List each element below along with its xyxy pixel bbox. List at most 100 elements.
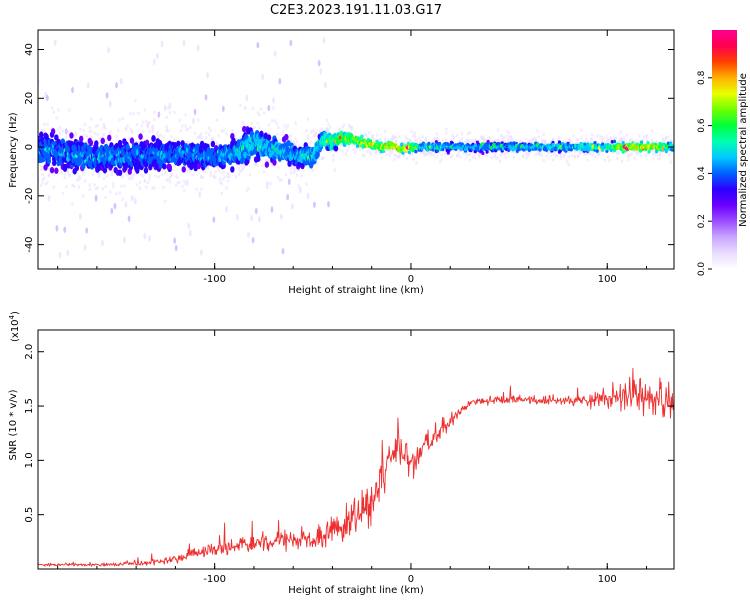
spectrogram-cell bbox=[115, 134, 118, 138]
spectrogram-cell bbox=[506, 151, 509, 155]
spectrogram-cell bbox=[421, 135, 424, 139]
spectrogram-cell bbox=[192, 173, 195, 177]
spectrogram-cell bbox=[109, 130, 112, 134]
spectrogram-cell bbox=[251, 237, 255, 244]
spectrogram-cell bbox=[666, 135, 669, 139]
spectrogram-cell bbox=[586, 152, 589, 156]
spectrogram-cell bbox=[413, 135, 417, 139]
spectrogram-cell bbox=[463, 140, 467, 144]
spectrogram-cell bbox=[526, 141, 530, 145]
spectrogram-cell bbox=[503, 139, 506, 143]
spectrogram-cell bbox=[65, 185, 68, 189]
spectrogram-cell bbox=[283, 124, 286, 128]
spectrogram-cell bbox=[50, 126, 54, 130]
spectrogram-cell bbox=[492, 140, 495, 144]
spectrogram-cell bbox=[184, 113, 187, 117]
spectrogram-cell bbox=[39, 164, 43, 168]
spectrogram-cell bbox=[445, 138, 448, 142]
spectrogram-cell bbox=[90, 117, 93, 121]
spectrogram-cell bbox=[207, 164, 211, 168]
spectrogram-cell bbox=[267, 104, 271, 112]
spectrogram-cell bbox=[569, 140, 572, 144]
snr-series-line bbox=[37, 367, 675, 567]
spectrogram-cell bbox=[465, 154, 468, 158]
spectrogram-cell bbox=[621, 140, 625, 145]
spectrogram-cell bbox=[369, 151, 373, 155]
spectrogram-cell bbox=[305, 182, 308, 186]
spectrogram-cell bbox=[71, 86, 74, 94]
spectrogram-cell bbox=[548, 150, 552, 154]
snr-frame bbox=[37, 329, 675, 570]
spectrogram-cell bbox=[413, 131, 417, 135]
y-tick-label: 1.5 bbox=[24, 398, 35, 414]
spectrogram-cell bbox=[153, 117, 156, 121]
spectrogram-cell bbox=[82, 129, 85, 133]
spectrogram-cell bbox=[638, 134, 641, 138]
spectrogram-cell bbox=[124, 126, 128, 130]
spectrogram-cell bbox=[528, 150, 531, 154]
spectrogram-cell bbox=[528, 139, 531, 143]
spectrogram-cell bbox=[544, 139, 547, 143]
spectrogram-cell bbox=[647, 149, 651, 154]
spectrogram-cell bbox=[189, 125, 192, 129]
spectrogram-cell bbox=[196, 118, 200, 122]
spectrogram-cell bbox=[264, 161, 270, 168]
spectrogram-cell bbox=[140, 131, 143, 135]
spectrogram-cell bbox=[176, 181, 179, 185]
spectrogram-cell bbox=[619, 130, 622, 134]
spectrogram-cell bbox=[660, 150, 663, 154]
spectrogram-cell bbox=[405, 137, 409, 141]
spectrogram-cell bbox=[60, 138, 66, 145]
spectrogram-cell bbox=[173, 237, 177, 244]
spectrogram-cell bbox=[500, 151, 503, 155]
spectrogram-cell bbox=[72, 185, 76, 189]
spectrogram-cell bbox=[284, 173, 288, 177]
spectrogram-cell bbox=[88, 183, 92, 187]
spectrogram-cell bbox=[314, 132, 318, 136]
spectrogram-cell bbox=[580, 128, 583, 132]
spectrogram-cell bbox=[506, 130, 509, 134]
spectrogram-cell bbox=[258, 216, 261, 223]
spectrogram-cell bbox=[567, 155, 570, 159]
spectrogram-cell bbox=[388, 153, 391, 157]
spectrogram-cell bbox=[316, 161, 319, 165]
spectrogram-cell bbox=[151, 124, 155, 131]
spectrogram-cell bbox=[167, 129, 170, 133]
spectrogram-cell bbox=[129, 176, 132, 180]
spectrogram-cell bbox=[265, 180, 269, 188]
spectrogram-cell bbox=[253, 162, 256, 166]
spectrogram-cell bbox=[275, 122, 278, 126]
spectrogram-cell bbox=[567, 150, 570, 154]
spectrogram-cell bbox=[445, 131, 448, 135]
spectrogram-cell bbox=[580, 136, 583, 140]
spectrogram-cell bbox=[627, 149, 630, 153]
spectrogram-cell bbox=[418, 141, 421, 145]
spectrogram-cell bbox=[390, 150, 393, 154]
spectrogram-cell bbox=[474, 152, 478, 156]
spectrogram-cell bbox=[652, 157, 655, 161]
spectrogram-cell bbox=[131, 130, 134, 134]
spectrogram-cell bbox=[460, 137, 464, 141]
spectrogram-cell bbox=[46, 122, 49, 126]
spectrogram-cell bbox=[261, 73, 264, 81]
spectrogram-cell bbox=[407, 150, 411, 155]
spectrogram-cell bbox=[151, 129, 154, 133]
spectrogram-cell bbox=[68, 108, 71, 112]
spectrogram-cell bbox=[160, 168, 164, 172]
spectrogram-cell bbox=[605, 139, 608, 143]
spectrogram-cell bbox=[41, 155, 46, 163]
spectrogram-cell bbox=[159, 133, 162, 137]
spectrogram-cell bbox=[410, 152, 413, 156]
spectrogram-cell bbox=[262, 111, 266, 115]
spectrogram-cell bbox=[292, 171, 296, 175]
spectrogram-cell bbox=[66, 170, 70, 174]
spectrogram-cell bbox=[350, 143, 354, 147]
spectrogram-cell bbox=[567, 137, 570, 141]
spectrogram-cell bbox=[52, 173, 55, 177]
spectrogram-cell bbox=[239, 136, 242, 140]
spectrogram-cell bbox=[419, 139, 423, 143]
spectrogram-cell bbox=[584, 137, 588, 141]
spectrogram-cell bbox=[434, 136, 437, 140]
spectrogram-cell bbox=[631, 149, 635, 153]
